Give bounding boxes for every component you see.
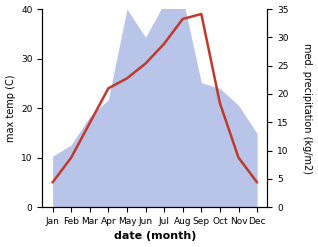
- Y-axis label: med. precipitation (kg/m2): med. precipitation (kg/m2): [302, 43, 313, 174]
- Y-axis label: max temp (C): max temp (C): [5, 74, 16, 142]
- X-axis label: date (month): date (month): [114, 231, 196, 242]
